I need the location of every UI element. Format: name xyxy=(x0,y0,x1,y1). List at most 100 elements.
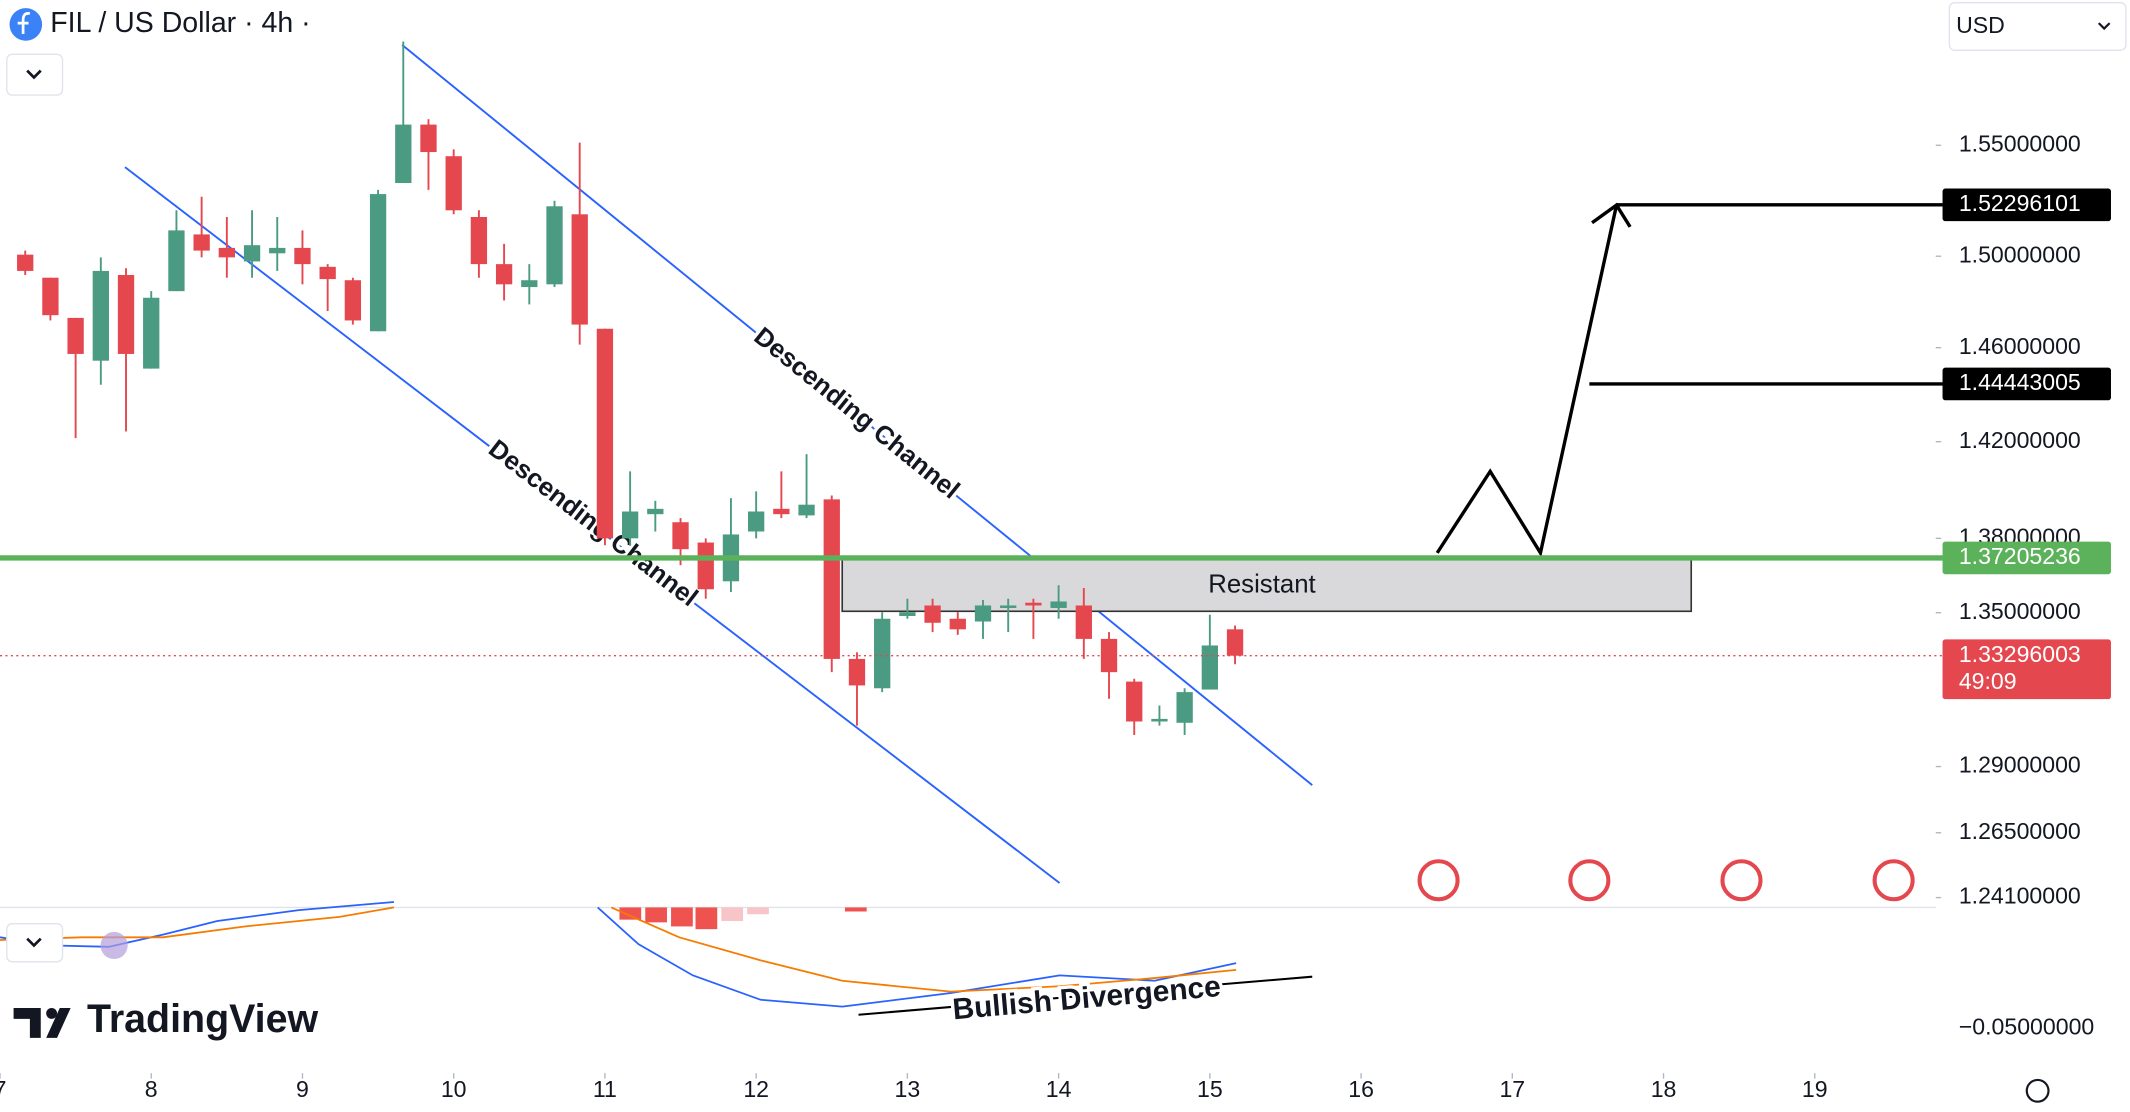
chart-title: FIL / US Dollar · 4h · xyxy=(50,7,310,39)
candle-body xyxy=(1226,629,1244,656)
collapse-button[interactable] xyxy=(6,53,64,96)
candle-body xyxy=(193,234,210,251)
candle-body xyxy=(773,508,790,515)
x-tick-label: 10 xyxy=(441,1076,467,1102)
x-tick-label: 16 xyxy=(1348,1076,1374,1102)
x-tick-label: 14 xyxy=(1046,1076,1072,1102)
candle-body xyxy=(621,511,639,539)
chevron xyxy=(26,937,42,948)
last-price-tag xyxy=(1942,639,2111,700)
x-tick-label: 18 xyxy=(1651,1076,1677,1102)
y-tick-label: 1.55000000 xyxy=(1959,130,2081,156)
price-level-tag xyxy=(1942,188,2111,222)
candle-body xyxy=(269,247,286,254)
x-tick-label: 12 xyxy=(743,1076,769,1102)
divergence-label: Bullish Divergence xyxy=(951,970,1222,1026)
x-tick-label: 7 xyxy=(0,1076,6,1102)
price-level-tag xyxy=(1942,541,2111,575)
candle-body xyxy=(874,618,891,689)
candle-body xyxy=(143,297,160,369)
candle-body xyxy=(42,277,59,316)
candle-body xyxy=(974,605,992,622)
y-tick-label: 1.35000000 xyxy=(1959,598,2081,624)
candle-body xyxy=(319,266,336,280)
candle-body xyxy=(395,124,412,184)
candle-body xyxy=(344,280,362,321)
candle-body xyxy=(546,206,563,285)
candle-body xyxy=(1025,602,1042,606)
currency: USD xyxy=(1956,12,2005,38)
alert-icon[interactable] xyxy=(100,931,128,960)
candle-body xyxy=(823,499,840,659)
candle-body xyxy=(495,264,513,285)
candle-body xyxy=(697,542,714,590)
candle-body xyxy=(168,230,185,292)
x-tick-label: 19 xyxy=(1802,1076,1828,1102)
candle-body xyxy=(67,317,84,354)
y-tick-label: 1.26500000 xyxy=(1959,818,2081,844)
signal-line xyxy=(0,906,1237,993)
x-tick-label: 17 xyxy=(1499,1076,1525,1102)
price-level-label: 1.52296101 xyxy=(1959,190,2081,216)
candle-body xyxy=(420,124,437,153)
settings-icon[interactable] xyxy=(2025,1078,2050,1103)
candle-body xyxy=(672,522,689,550)
candle-body xyxy=(1201,645,1218,690)
indicator-tick-label: −0.05000000 xyxy=(1959,1013,2094,1039)
candle-body xyxy=(1050,601,1067,608)
x-tick-label: 11 xyxy=(593,1076,617,1102)
channel-line xyxy=(401,44,1313,786)
chevron xyxy=(26,69,42,80)
brand-logo xyxy=(46,1007,58,1019)
x-tick-label: 13 xyxy=(895,1076,921,1102)
y-tick-label: 1.50000000 xyxy=(1959,241,2081,267)
candle-body xyxy=(1151,718,1168,722)
channel-line xyxy=(124,166,1061,884)
y-tick-label: 1.29000000 xyxy=(1959,752,2081,778)
price-level-label: 1.44443005 xyxy=(1959,369,2081,395)
brand-logo xyxy=(13,1007,71,1038)
x-tick-label: 9 xyxy=(296,1076,309,1102)
event-icons[interactable] xyxy=(1417,859,1915,902)
divergence-line xyxy=(858,975,1313,1016)
resistance-label: Resistant xyxy=(1208,570,1316,598)
candle-body xyxy=(445,156,462,211)
y-tick-label: 1.46000000 xyxy=(1959,333,2081,359)
candle-body xyxy=(798,504,815,516)
y-tick-label: 1.24100000 xyxy=(1959,883,2081,909)
countdown: 49:09 xyxy=(1959,668,2017,694)
candle-body xyxy=(1176,692,1193,723)
candle-body xyxy=(647,508,664,515)
macd-histogram xyxy=(619,907,867,930)
candle-body xyxy=(924,605,941,623)
candle-body xyxy=(748,511,765,532)
candle-body xyxy=(1075,605,1092,639)
candle-body xyxy=(470,216,488,265)
price-level-tag xyxy=(1942,367,2111,401)
candle-body xyxy=(949,618,966,630)
candle-body xyxy=(1000,605,1017,608)
candle-body xyxy=(92,270,109,361)
candle-body xyxy=(294,247,311,265)
candle-body xyxy=(521,280,538,288)
x-tick-label: 8 xyxy=(145,1076,158,1102)
candle-body xyxy=(848,658,866,686)
collapse-button[interactable] xyxy=(6,923,64,963)
candle-body xyxy=(243,245,261,262)
currency-select[interactable] xyxy=(1948,2,2127,51)
candle-body xyxy=(1126,681,1143,722)
candle-body xyxy=(117,275,135,354)
candle-body xyxy=(571,214,588,325)
last-price-label: 1.33296003 xyxy=(1959,641,2081,667)
x-tick-label: 15 xyxy=(1197,1076,1223,1102)
coin-glyph xyxy=(17,12,31,34)
projection-arrow xyxy=(1435,202,1632,558)
brand: TradingView xyxy=(87,997,319,1041)
candle-body xyxy=(218,247,235,258)
candle-body xyxy=(899,612,916,616)
candle-body xyxy=(17,254,34,271)
chevron xyxy=(2097,22,2111,31)
candle-body xyxy=(369,194,387,332)
price-level-label: 1.37205236 xyxy=(1959,543,2081,569)
